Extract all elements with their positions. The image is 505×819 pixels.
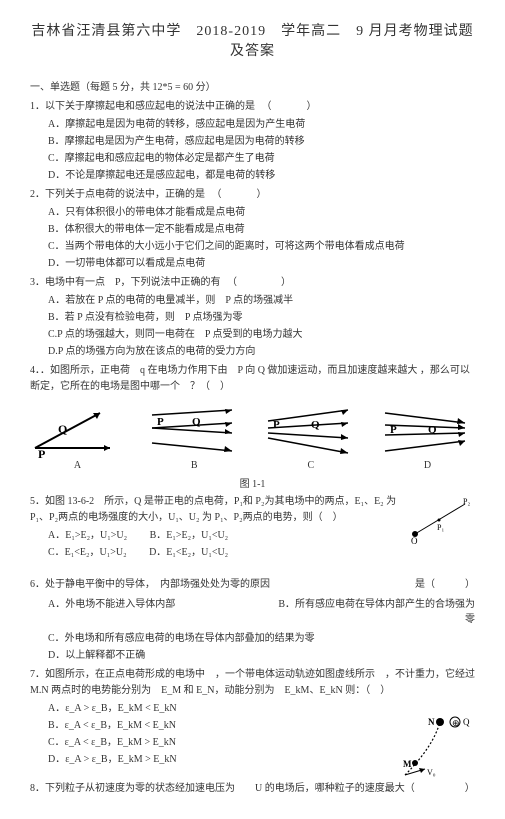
svg-text:Q: Q [311, 419, 320, 431]
q2-opt-b: B．体积很大的带电体一定不能看成是点电荷 [48, 222, 475, 237]
q3-text: 3．电场中有一点 P，下列说法中正确的有 [30, 277, 221, 288]
diag-b: P Q B [147, 403, 242, 471]
label-d: D [380, 460, 475, 471]
page-title: 吉林省汪清县第六中学 2018-2019 学年高二 9 月月考物理试题及答案 [30, 20, 475, 60]
q2-opt-c: C．当两个带电体的大小远小于它们之间的距离时，可将这两个带电体看成点电荷 [48, 239, 475, 254]
svg-text:P: P [38, 447, 45, 458]
q6-stem-b: 是（ ） [364, 577, 475, 593]
q7-block: 7．如图所示，在正点电荷形成的电场中 ，一个带电体运动轨迹如图虚线所示 ，不计重… [30, 667, 475, 777]
q6-opt-d: D．以上解释都不正确 [48, 648, 475, 663]
blank-paren: （ ） [258, 101, 316, 112]
q1-text: 1．以下关于摩擦起电和感应起电的说法中正确的是 [30, 101, 255, 112]
q6-opts-ab: A．外电场不能进入导体内部 B．所有感应电荷在导体内部产生的合场强为零 [30, 595, 475, 629]
svg-text:P: P [157, 416, 164, 428]
q1-opt-c: C．摩擦起电和感应起电的物体必定是都产生了电荷 [48, 151, 475, 166]
svg-text:Q: Q [58, 422, 67, 436]
q3-opt-d: D.P 点的场强方向为放在该点的电荷的受力方向 [48, 344, 475, 359]
q5-diagram: Q P₂ P₁ [405, 494, 475, 544]
diag-c: P Q C [263, 403, 358, 471]
q7-stem: 7．如图所示，在正点电荷形成的电场中 ，一个带电体运动轨迹如图虚线所示 ，不计重… [30, 667, 475, 699]
q6-opt-a: A．外电场不能进入导体内部 [48, 597, 253, 627]
q1-opt-d: D．不论是摩擦起电还是感应起电，都是电荷的转移 [48, 168, 475, 183]
q3-opt-c: C.P 点的场强越大，则同一电荷在 P 点受到的电场力越大 [48, 327, 475, 342]
q5-block: Q P₂ P₁ 5．如图 13-6-2 所示，Q 是带正电的点电荷，P₁和 P₂… [30, 494, 475, 562]
q6-opt-b: B．所有感应电荷在导体内部产生的合场强为零 [271, 597, 476, 627]
blank-paren: （ ） [223, 277, 290, 288]
svg-text:Q: Q [428, 424, 437, 436]
q7-diagram: N ⊕ Q M V₀ [385, 697, 475, 777]
svg-text:P₂: P₂ [463, 497, 470, 506]
svg-text:V₀: V₀ [427, 768, 436, 777]
svg-text:⊕: ⊕ [452, 718, 460, 728]
label-b: B [147, 460, 242, 471]
q1-opt-b: B．摩擦起电是因为产生电荷，感应起电是因为电荷的转移 [48, 134, 475, 149]
q4-stem: 4．．如图所示，正电荷 q 在电场力作用下由 P 向 Q 做加速运动，而且加速度… [30, 363, 475, 395]
fig-1-1-label: 图 1-1 [30, 475, 475, 490]
q5-opts-cd: C．E₁<E₂，U₁>U₂ D．E₁<E₂，U₁<U₂ [48, 545, 475, 560]
svg-text:P: P [390, 424, 397, 436]
svg-text:Q: Q [192, 416, 201, 428]
diag-a: P Q A [30, 403, 125, 471]
svg-text:N: N [428, 717, 435, 727]
q5-opt-d: D．E₁<E₂，U₁<U₂ [149, 547, 228, 558]
svg-text:Q: Q [463, 717, 470, 727]
q2-opt-a: A．只有体积很小的带电体才能看成是点电荷 [48, 205, 475, 220]
q8-stem: 8．下列粒子从初速度为零的状态经加速电压为 U 的电场后，哪种粒子的速度最大（ … [30, 781, 475, 797]
svg-text:M: M [403, 759, 412, 769]
q5-opt-b: B．E₁>E₂，U₁<U₂ [150, 530, 229, 541]
svg-text:P: P [273, 419, 280, 431]
q3-opt-b: B．若 P 点没有检验电荷，则 P 点场强为零 [48, 310, 475, 325]
q5-opt-c: C．E₁<E₂，U₁>U₂ [48, 547, 127, 558]
q2-stem: 2．下列关于点电荷的说法中，正确的是 （ ） [30, 187, 475, 203]
blank-paren: （ ） [208, 189, 266, 200]
q4-text-a: 4．．如图所示，正电荷 q 在电场力作用下由 P 向 Q 做加速运动，而且加速度… [30, 365, 417, 376]
q4-diagrams: P Q A P Q B P Q [30, 403, 475, 471]
diag-d: P Q D [380, 403, 475, 471]
label-a: A [30, 460, 125, 471]
q3-stem: 3．电场中有一点 P，下列说法中正确的有 （ ） [30, 275, 475, 291]
q6-stem-a: 6．处于静电平衡中的导体， 内部场强处处为零的原因 [30, 577, 364, 593]
q6-stem-row: 6．处于静电平衡中的导体， 内部场强处处为零的原因 是（ ） [30, 573, 475, 595]
q1-stem: 1．以下关于摩擦起电和感应起电的说法中正确的是 （ ） [30, 99, 475, 115]
q6-opt-c: C．外电场和所有感应电荷的电场在导体内部叠加的结果为零 [48, 631, 475, 646]
q5-opt-a: A．E₁>E₂，U₁>U₂ [48, 530, 127, 541]
section-head: 一、单选题（每题 5 分，共 12*5 = 60 分） [30, 78, 475, 93]
q3-opt-a: A．若放在 P 点的电荷的电量减半，则 P 点的场强减半 [48, 293, 475, 308]
q2-opt-d: D．一切带电体都可以看成是点电荷 [48, 256, 475, 271]
svg-text:P₁: P₁ [437, 523, 444, 532]
q1-opt-a: A．摩擦起电是因为电荷的转移，感应起电是因为产生电荷 [48, 117, 475, 132]
label-c: C [263, 460, 358, 471]
svg-text:Q: Q [411, 536, 418, 544]
q2-text: 2．下列关于点电荷的说法中，正确的是 [30, 189, 205, 200]
